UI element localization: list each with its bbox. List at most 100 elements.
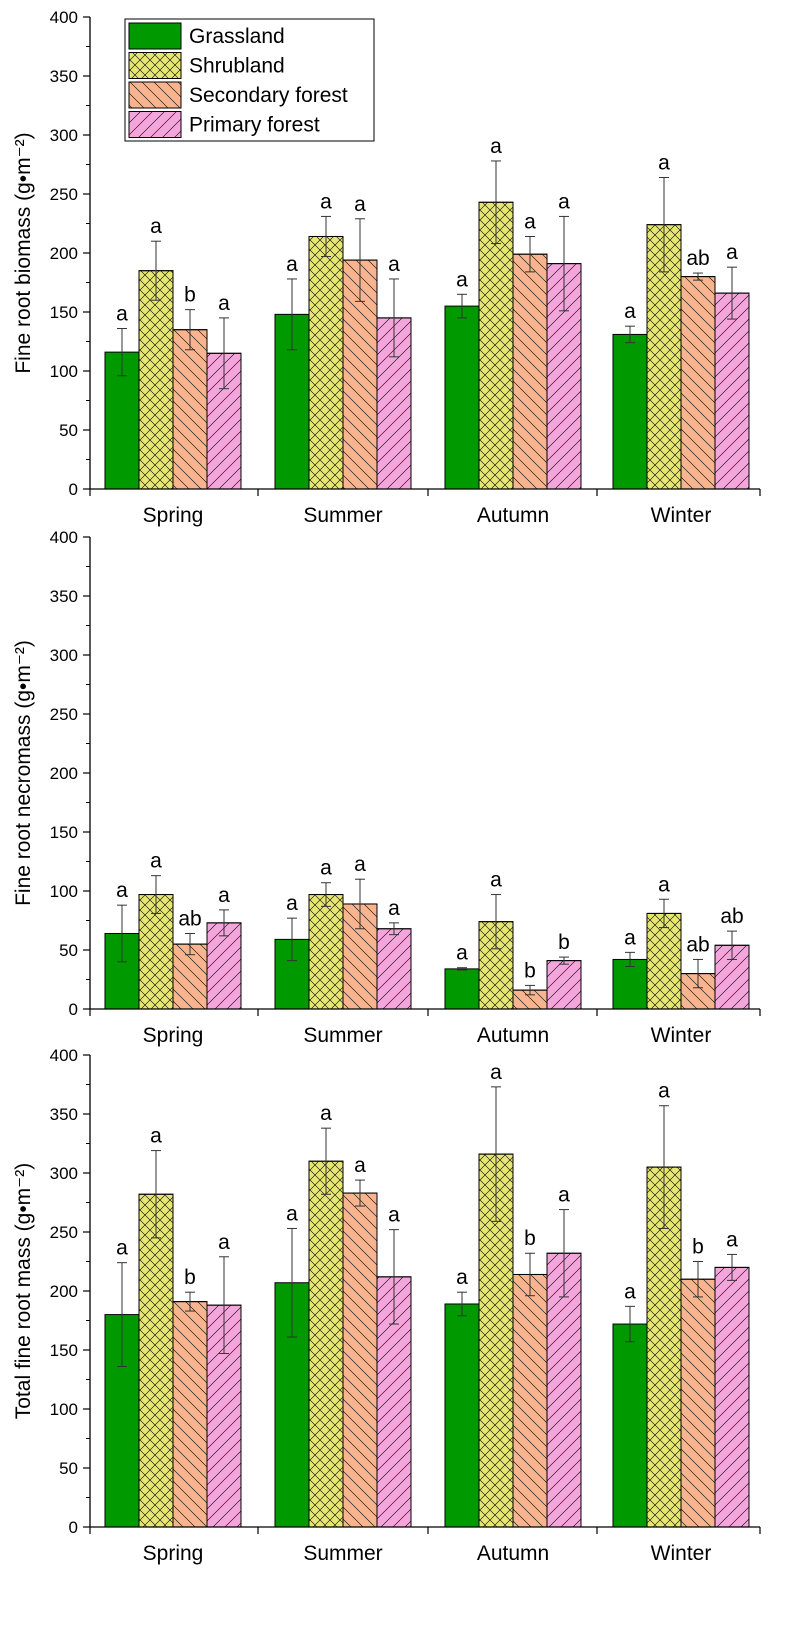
legend-swatch-pattern xyxy=(128,81,182,109)
y-tick-label: 250 xyxy=(50,1223,78,1242)
legend-swatch-pattern xyxy=(128,52,182,79)
legend-label: Shrubland xyxy=(189,55,285,78)
y-tick-label: 250 xyxy=(50,185,78,204)
bar-pattern xyxy=(308,235,344,490)
significance-label: a xyxy=(116,303,128,326)
significance-label: a xyxy=(150,850,162,873)
legend-swatch xyxy=(128,22,182,50)
y-axis-title: Fine root necromass (g•m⁻²) xyxy=(12,640,35,906)
significance-label: a xyxy=(286,1202,298,1225)
significance-label: a xyxy=(218,884,230,907)
bar-pattern xyxy=(680,1278,716,1528)
y-tick-label: 0 xyxy=(69,1000,78,1019)
significance-label: b xyxy=(692,1236,704,1259)
significance-label: ab xyxy=(686,247,709,270)
bar xyxy=(444,968,480,1010)
y-tick-label: 150 xyxy=(50,823,78,842)
y-tick-label: 300 xyxy=(50,646,78,665)
significance-label: a xyxy=(218,292,230,315)
y-tick-label: 50 xyxy=(59,941,78,960)
x-tick-label: Autumn xyxy=(477,1542,549,1565)
y-tick-label: 400 xyxy=(50,528,78,547)
y-tick-label: 250 xyxy=(50,705,78,724)
significance-label: a xyxy=(490,1061,502,1084)
y-tick-label: 50 xyxy=(59,421,78,440)
bar xyxy=(444,305,480,490)
significance-label: a xyxy=(456,942,468,965)
bar xyxy=(612,333,648,490)
y-tick-label: 100 xyxy=(50,1400,78,1419)
significance-label: b xyxy=(184,284,196,307)
significance-label: a xyxy=(558,1184,570,1207)
significance-label: a xyxy=(116,879,128,902)
significance-label: a xyxy=(624,926,636,949)
bar-pattern xyxy=(546,960,582,1010)
bar-pattern xyxy=(546,1252,582,1528)
x-tick-label: Summer xyxy=(303,1024,382,1047)
y-tick-label: 100 xyxy=(50,362,78,381)
significance-label: a xyxy=(388,1204,400,1227)
bar xyxy=(612,1323,648,1528)
y-tick-label: 200 xyxy=(50,1282,78,1301)
legend: Grassland Shrubland Secondary forest Primar… xyxy=(124,18,375,142)
y-tick-label: 300 xyxy=(50,1164,78,1183)
significance-label: ab xyxy=(178,907,201,930)
significance-label: a xyxy=(456,1266,468,1289)
significance-label: a xyxy=(354,193,366,216)
bar-pattern xyxy=(376,928,412,1010)
y-tick-label: 0 xyxy=(69,480,78,499)
x-tick-label: Spring xyxy=(143,1542,204,1565)
significance-label: a xyxy=(456,268,468,291)
legend-label: Primary forest xyxy=(189,114,320,137)
significance-label: a xyxy=(490,135,502,158)
significance-label: a xyxy=(354,853,366,876)
significance-label: a xyxy=(150,215,162,238)
y-tick-label: 200 xyxy=(50,244,78,263)
bar-pattern xyxy=(308,894,344,1010)
chart-panels: aaaaaaaabaaabaaaa05010015020025030035040… xyxy=(12,8,761,1565)
bar-pattern xyxy=(172,1301,208,1528)
bar-pattern xyxy=(646,912,682,1010)
legend-label: Grassland xyxy=(189,25,285,48)
y-tick-label: 300 xyxy=(50,126,78,145)
significance-label: a xyxy=(726,1228,738,1251)
significance-label: a xyxy=(116,1237,128,1260)
significance-label: b xyxy=(524,959,536,982)
legend-label: Secondary forest xyxy=(189,84,348,107)
y-tick-label: 200 xyxy=(50,764,78,783)
significance-label: a xyxy=(286,892,298,915)
significance-label: a xyxy=(320,857,332,880)
x-tick-label: Winter xyxy=(651,504,712,527)
significance-label: a xyxy=(150,1125,162,1148)
bar-pattern xyxy=(714,292,750,490)
y-tick-label: 100 xyxy=(50,882,78,901)
x-tick-label: Summer xyxy=(303,1542,382,1565)
significance-label: b xyxy=(558,931,570,954)
significance-label: a xyxy=(726,241,738,264)
bar-pattern xyxy=(714,1266,750,1528)
x-tick-label: Summer xyxy=(303,504,382,527)
significance-label: a xyxy=(218,1231,230,1254)
x-tick-label: Spring xyxy=(143,504,204,527)
bar-pattern xyxy=(308,1160,344,1528)
significance-label: a xyxy=(658,873,670,896)
y-axis-title: Fine root biomass (g•m⁻²) xyxy=(12,132,35,373)
significance-label: b xyxy=(184,1266,196,1289)
bar-pattern xyxy=(138,270,174,490)
significance-label: a xyxy=(558,190,570,213)
significance-label: a xyxy=(354,1154,366,1177)
significance-label: a xyxy=(286,253,298,276)
x-tick-label: Winter xyxy=(651,1542,712,1565)
bar-pattern xyxy=(680,276,716,490)
y-axis-title: Total fine root mass (g•m⁻²) xyxy=(12,1163,35,1420)
significance-label: a xyxy=(624,300,636,323)
x-tick-label: Spring xyxy=(143,1024,204,1047)
chart-panel-1: aaaaaaaabaaabaaaa05010015020025030035040… xyxy=(12,8,761,527)
bar-pattern xyxy=(172,329,208,490)
significance-label: a xyxy=(490,869,502,892)
y-tick-label: 350 xyxy=(50,1105,78,1124)
significance-label: a xyxy=(388,253,400,276)
